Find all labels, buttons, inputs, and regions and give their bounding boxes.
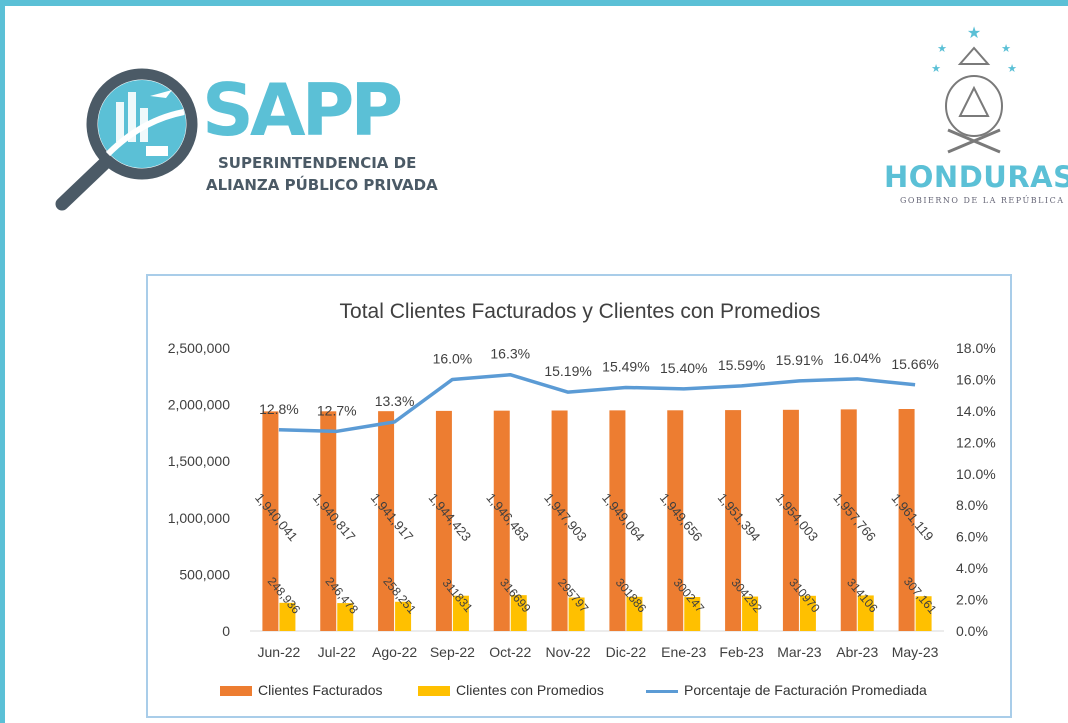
legend-label-promedios: Clientes con Promedios	[456, 682, 604, 698]
svg-text:★: ★	[1001, 42, 1011, 55]
bar-clientes-facturados	[609, 410, 626, 631]
bar-clientes-promedios	[915, 596, 932, 631]
data-label-porcentaje: 15.40%	[660, 360, 707, 376]
data-label-porcentaje: 15.19%	[544, 363, 591, 379]
bar-clientes-facturados	[320, 411, 337, 631]
top-frame-bar	[0, 0, 1068, 6]
x-tick-label: Abr-23	[836, 644, 878, 660]
sapp-subtitle-line2: ALIANZA PÚBLICO PRIVADA	[206, 176, 438, 194]
data-label-porcentaje: 16.3%	[490, 346, 530, 362]
legend-swatch-facturados	[220, 686, 252, 696]
bar-clientes-promedios	[626, 596, 643, 631]
legend-label-facturados: Clientes Facturados	[258, 682, 383, 698]
chart-container	[146, 274, 1012, 718]
bar-clientes-facturados	[551, 410, 568, 631]
svg-text:★: ★	[937, 42, 947, 55]
bar-clientes-promedios	[857, 595, 874, 631]
magnifier-icon	[55, 68, 198, 211]
svg-text:★: ★	[931, 62, 941, 75]
honduras-wordmark: HONDURAS	[884, 160, 1068, 194]
bar-clientes-promedios	[742, 596, 759, 631]
y-right-tick-label: 2.0%	[956, 592, 988, 608]
legend-swatch-promedios	[418, 686, 450, 696]
y-right-tick-label: 18.0%	[956, 340, 996, 356]
y-left-tick-label: 0	[222, 623, 230, 639]
bar-clientes-facturados	[782, 409, 799, 631]
y-right-tick-label: 16.0%	[956, 371, 996, 387]
data-label-porcentaje: 13.3%	[375, 393, 415, 409]
x-tick-label: Nov-22	[546, 644, 591, 660]
bar-clientes-promedios	[684, 597, 701, 631]
bar-clientes-promedios	[337, 603, 354, 631]
y-right-tick-label: 0.0%	[956, 623, 988, 639]
sapp-logo: SAPP SUPERINTENDENCIA DE ALIANZA PÚBLICO…	[50, 62, 450, 212]
y-left-tick-label: 2,000,000	[168, 397, 230, 413]
x-tick-label: Dic-22	[606, 644, 647, 660]
svg-text:★: ★	[1007, 62, 1017, 75]
x-tick-label: Oct-22	[489, 644, 531, 660]
y-right-tick-label: 14.0%	[956, 403, 996, 419]
honduras-subtitle: GOBIERNO DE LA REPÚBLICA	[900, 196, 1065, 205]
bar-clientes-promedios	[395, 601, 412, 631]
left-frame-bar	[0, 0, 5, 723]
data-label-porcentaje: 16.04%	[834, 350, 881, 366]
x-tick-label: May-23	[892, 644, 939, 660]
sapp-wordmark: SAPP	[202, 68, 403, 152]
y-left-tick-label: 1,500,000	[168, 453, 230, 469]
bar-clientes-facturados	[840, 409, 857, 631]
x-tick-label: Sep-22	[430, 644, 475, 660]
y-right-tick-label: 6.0%	[956, 529, 988, 545]
data-label-porcentaje: 15.49%	[602, 358, 649, 374]
bar-clientes-promedios	[799, 595, 816, 631]
data-label-porcentaje: 15.91%	[776, 352, 823, 368]
y-right-tick-label: 10.0%	[956, 466, 996, 482]
bar-clientes-promedios	[279, 602, 296, 631]
line-porcentaje-promediada	[278, 372, 916, 434]
data-label-porcentaje: 15.66%	[891, 356, 938, 372]
honduras-logo: ★ ★ ★ ★ ★ HONDURAS GOBIERNO DE LA REPÚBL…	[880, 20, 1068, 210]
x-tick-label: Jun-22	[258, 644, 301, 660]
y-right-tick-label: 4.0%	[956, 560, 988, 576]
x-tick-label: Mar-23	[777, 644, 822, 660]
y-right-tick-label: 12.0%	[956, 434, 996, 450]
bar-clientes-facturados	[898, 409, 915, 631]
bar-clientes-facturados	[493, 410, 510, 631]
y-left-tick-label: 500,000	[179, 566, 230, 582]
bar-clientes-facturados	[667, 410, 684, 631]
bar-clientes-promedios	[568, 597, 585, 631]
data-label-porcentaje: 12.7%	[317, 402, 357, 418]
legend-line-porcentaje	[646, 690, 678, 693]
y-right-tick-label: 8.0%	[956, 497, 988, 513]
x-tick-label: Ago-22	[372, 644, 417, 660]
y-left-tick-label: 2,500,000	[168, 340, 230, 356]
legend-label-porcentaje: Porcentaje de Facturación Promediada	[684, 682, 927, 698]
bar-clientes-promedios	[452, 595, 469, 631]
x-tick-label: Feb-23	[719, 644, 764, 660]
chart-title: Total Clientes Facturados y Clientes con…	[340, 300, 821, 323]
coat-of-arms-icon: ★ ★ ★ ★ ★	[931, 23, 1017, 154]
x-tick-label: Jul-22	[318, 644, 356, 660]
svg-text:★: ★	[967, 23, 981, 42]
data-label-porcentaje: 16.0%	[433, 350, 473, 366]
bar-clientes-facturados	[435, 410, 452, 631]
data-label-porcentaje: 12.8%	[259, 401, 299, 417]
sapp-subtitle-line1: SUPERINTENDENCIA DE	[218, 154, 417, 172]
x-tick-label: Ene-23	[661, 644, 706, 660]
bar-clientes-facturados	[262, 411, 279, 631]
bar-clientes-facturados	[378, 411, 395, 631]
bar-clientes-promedios	[510, 595, 527, 631]
data-label-porcentaje: 15.59%	[718, 357, 765, 373]
bar-clientes-facturados	[725, 410, 742, 631]
y-left-tick-label: 1,000,000	[168, 510, 230, 526]
